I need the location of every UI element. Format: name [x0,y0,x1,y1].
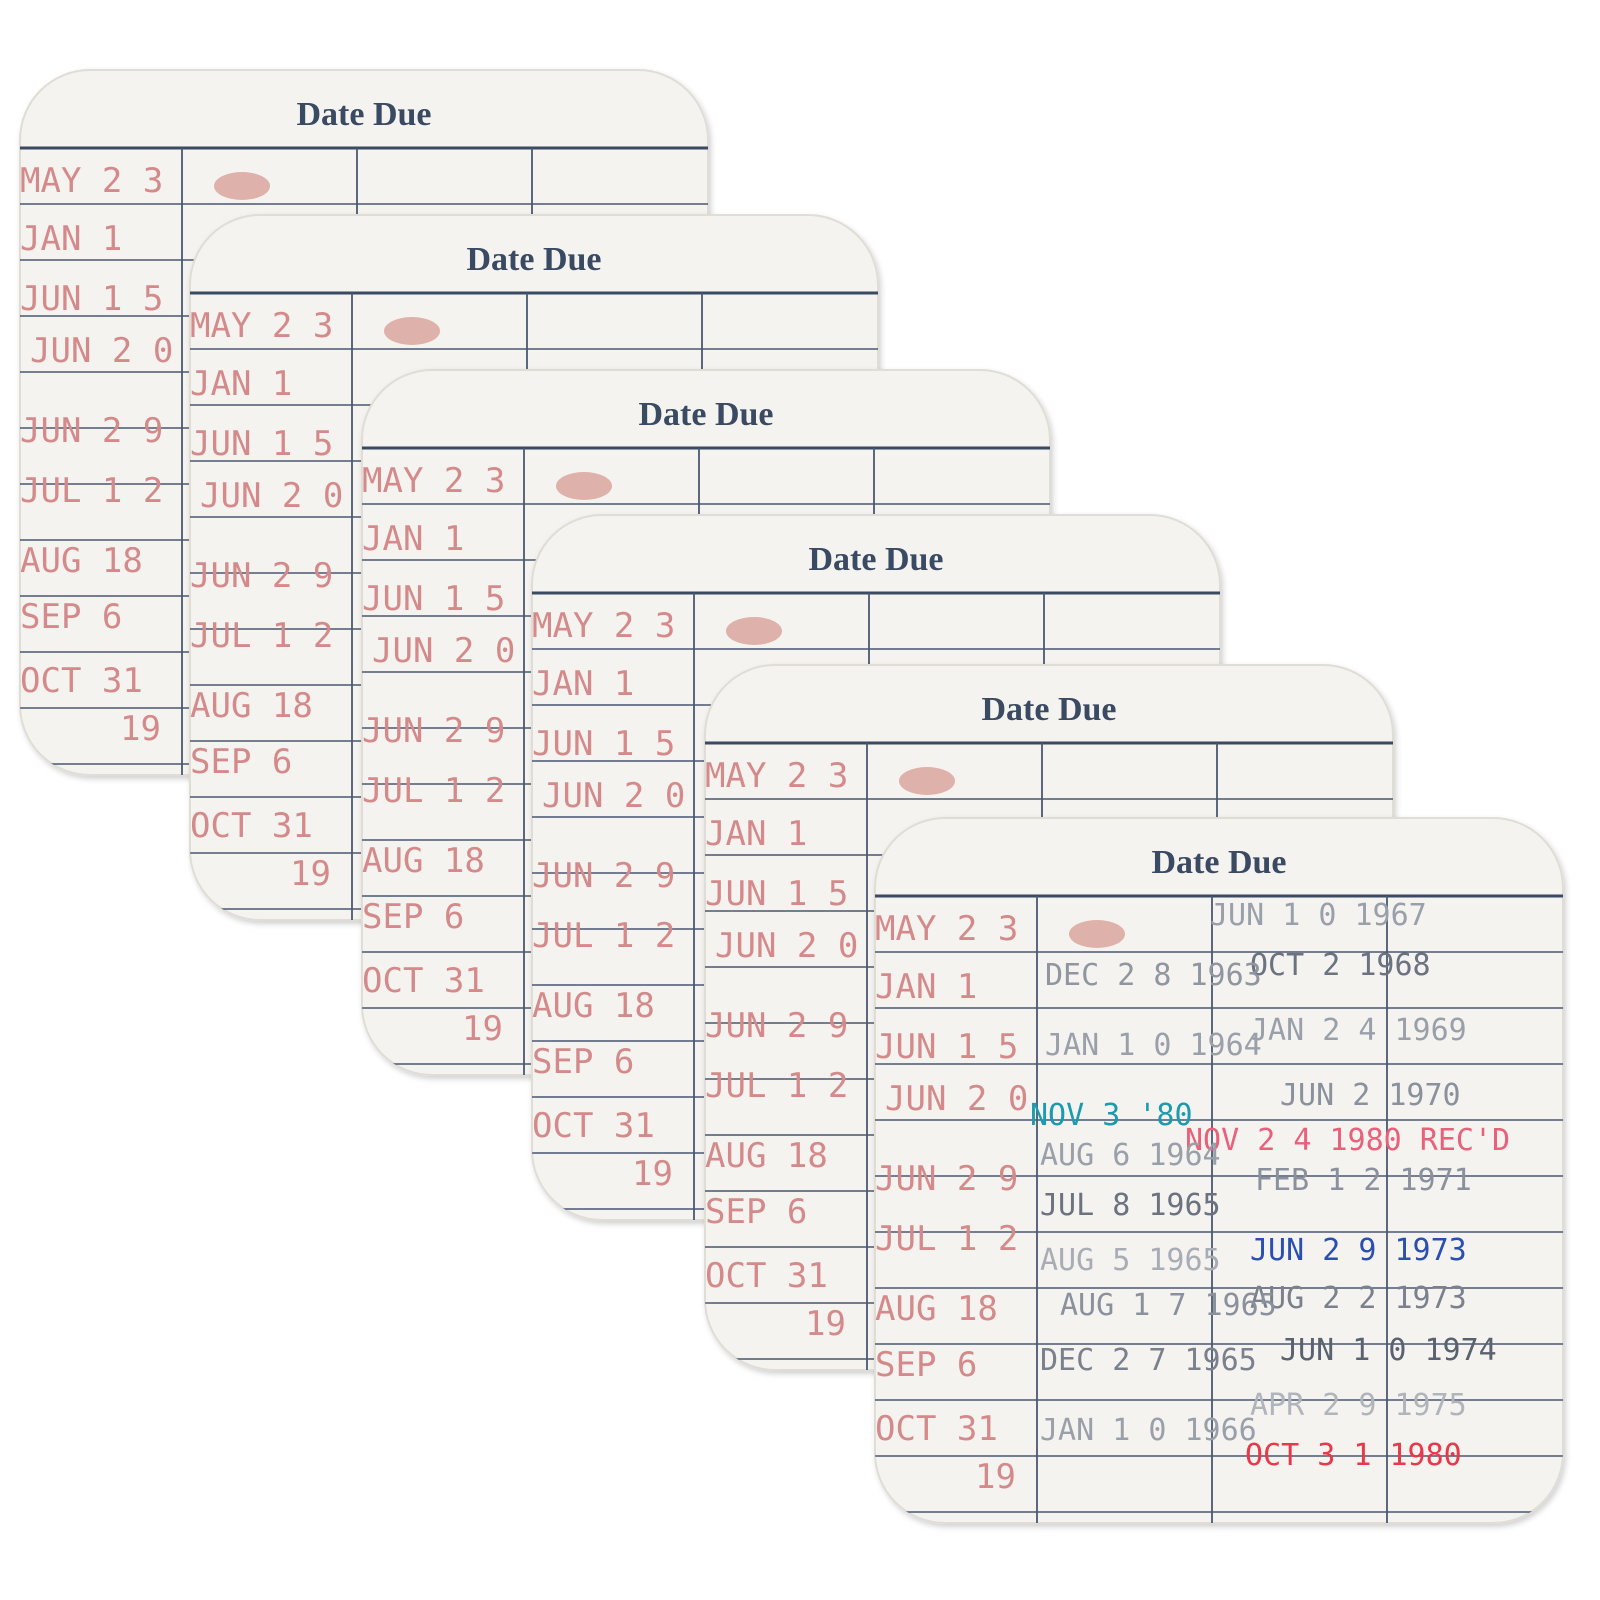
date-stamp: SEP 6 [20,597,122,637]
date-stamp: OCT 31 [190,806,313,846]
date-stamp: JUN 2 0 [200,476,343,516]
date-stamp: JUN 2 0 [30,331,173,371]
date-stamp: MAY 2 3 [20,161,163,201]
card-title: Date Due [1151,844,1286,881]
date-stamp: JUN 2 9 [875,1159,1018,1199]
date-stamp: APR 2 9 1975 [1250,1388,1467,1423]
date-stamp: JAN 1 [875,967,977,1007]
date-stamp: JUN 1 0 1967 [1210,898,1427,933]
ink-blot [384,317,440,345]
date-stamp: 19 [805,1304,846,1344]
date-stamp: JUN 2 0 [372,631,515,671]
date-stamp: JAN 2 4 1969 [1250,1013,1467,1048]
date-stamp: JUL 1 2 [362,771,505,811]
card-title: Date Due [808,541,943,578]
date-stamp: DEC 2 8 1963 [1045,958,1262,993]
date-stamp: JAN 1 0 1964 [1045,1028,1262,1063]
date-stamp: AUG 5 1965 [1040,1243,1221,1278]
date-stamp: JUL 1 2 [875,1219,1018,1259]
date-stamp: OCT 3 1 1980 [1245,1438,1462,1473]
date-stamp: AUG 18 [875,1289,998,1329]
date-stamp: SEP 6 [532,1042,634,1082]
coaster: Date Due MAY 2 3 JAN 1 JUN 1 5 JUN 2 0 JUN 2 … [874,817,1564,1524]
date-stamp: AUG 18 [362,841,485,881]
date-stamp: JUN 1 5 [190,424,333,464]
date-stamp: JUN 2 0 [542,776,685,816]
date-stamp: JUN 2 0 [885,1079,1028,1119]
date-stamp: AUG 18 [705,1136,828,1176]
date-stamp: SEP 6 [190,742,292,782]
date-stamp: JUN 2 9 [190,556,333,596]
date-stamp: JAN 1 0 1966 [1040,1413,1257,1448]
date-stamp: AUG 1 7 1965 [1060,1288,1277,1323]
date-stamp: OCT 2 1968 [1250,948,1431,983]
date-stamp: OCT 31 [20,661,143,701]
date-stamp: JUN 1 0 1974 [1280,1333,1497,1368]
date-stamp: JUN 2 9 [20,411,163,451]
date-stamp: OCT 31 [875,1409,998,1449]
date-stamp: MAY 2 3 [532,606,675,646]
card-title: Date Due [981,691,1116,728]
date-stamp: JUN 2 0 [715,926,858,966]
date-stamp: FEB 1 2 1971 [1255,1163,1472,1198]
ink-blot [726,617,782,645]
card-title: Date Due [296,96,431,133]
date-stamp: JUN 2 9 [705,1006,848,1046]
date-stamp: JUN 1 5 [362,579,505,619]
ink-blot [556,472,612,500]
date-stamp: 19 [290,854,331,894]
date-stamp: JUN 1 5 [875,1027,1018,1067]
date-stamp: AUG 2 2 1973 [1250,1281,1467,1316]
date-stamp: MAY 2 3 [190,306,333,346]
ink-blot [1069,920,1125,948]
card-title: Date Due [466,241,601,278]
date-stamp: JAN 1 [20,219,122,259]
date-stamp: SEP 6 [705,1192,807,1232]
date-stamp: JUN 2 1970 [1280,1078,1461,1113]
date-stamp: JUN 2 9 [362,711,505,751]
date-stamp: JUL 1 2 [532,916,675,956]
date-stamp: NOV 2 4 1980 REC'D [1185,1123,1510,1158]
date-stamp: AUG 18 [20,541,143,581]
date-stamp: AUG 18 [532,986,655,1026]
date-stamp: 19 [462,1009,503,1049]
date-stamp: MAY 2 3 [362,461,505,501]
date-stamp: DEC 2 7 1965 [1040,1343,1257,1378]
coaster-base [874,817,1564,1524]
date-stamp: JUN 1 5 [532,724,675,764]
date-stamp: 19 [120,709,161,749]
date-stamp: OCT 31 [532,1106,655,1146]
ink-blot [214,172,270,200]
date-stamp: OCT 31 [362,961,485,1001]
date-stamp: JAN 1 [532,664,634,704]
date-stamp: JAN 1 [362,519,464,559]
date-stamp: MAY 2 3 [705,756,848,796]
date-stamp: JUN 2 9 1973 [1250,1233,1467,1268]
date-stamp: JUL 8 1965 [1040,1188,1221,1223]
date-stamp: OCT 31 [705,1256,828,1296]
date-stamp: SEP 6 [362,897,464,937]
date-stamp: JUL 1 2 [705,1066,848,1106]
date-stamp: JUN 1 5 [705,874,848,914]
card-face: Date Due MAY 2 3 JAN 1 JUN 1 5 JUN 2 0 JUN 2 … [875,844,1563,1523]
date-stamp: JUN 2 9 [532,856,675,896]
ink-blot [899,767,955,795]
date-stamp: 19 [975,1457,1016,1497]
card-title: Date Due [638,396,773,433]
date-stamp: SEP 6 [875,1345,977,1385]
date-stamp: JAN 1 [705,814,807,854]
date-stamp: JUL 1 2 [190,616,333,656]
date-stamp: AUG 18 [190,686,313,726]
date-stamp: MAY 2 3 [875,909,1018,949]
date-stamp: JUL 1 2 [20,471,163,511]
date-stamp: JUN 1 5 [20,279,163,319]
date-stamp: AUG 6 1964 [1040,1138,1221,1173]
date-stamp: 19 [632,1154,673,1194]
date-stamp: NOV 3 '80 [1030,1098,1193,1133]
date-stamp: JAN 1 [190,364,292,404]
